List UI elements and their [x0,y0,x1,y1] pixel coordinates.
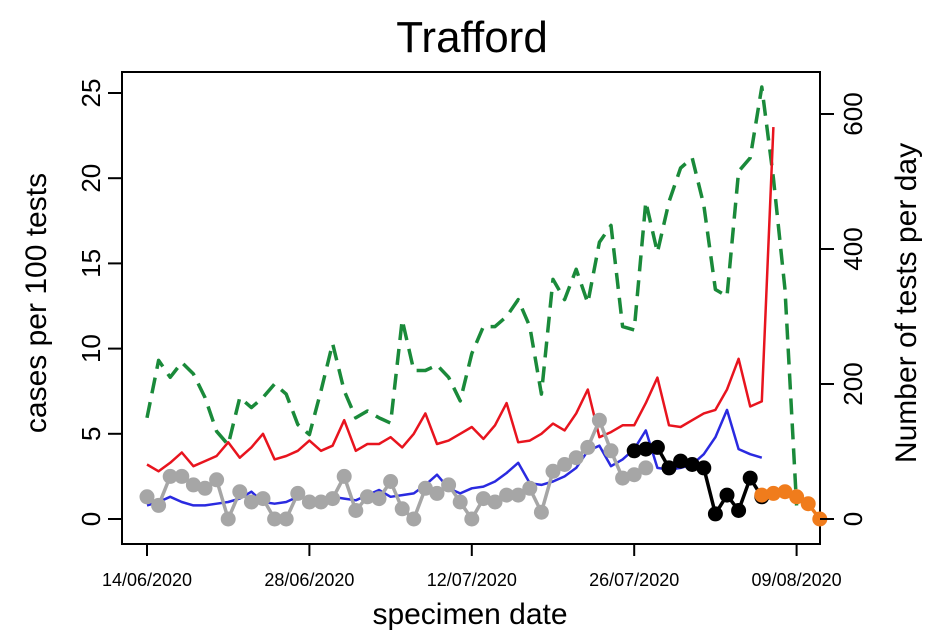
series-line-1 [146,127,775,473]
series-point-3 [336,468,352,484]
series-point-3 [580,439,596,455]
series-point-3 [406,511,422,527]
series-point-3 [475,491,491,507]
series-line-0 [145,85,799,506]
series-point-5 [777,484,793,500]
series-point-3 [464,511,480,527]
y2-tick-label: 200 [838,362,868,405]
series-point-3 [603,443,619,459]
y2-axis-label: Number of tests per day [890,143,923,463]
series-point-3 [232,484,248,500]
series-point-3 [220,511,236,527]
x-tick-label: 26/07/2020 [589,570,679,590]
series-point-4 [661,460,677,476]
series-point-3 [209,472,225,488]
series-point-3 [185,477,201,493]
x-tick-label: 14/06/2020 [102,570,192,590]
series-point-4 [731,503,747,518]
series-point-3 [278,511,294,527]
series-point-3 [499,487,515,503]
x-tick-label: 09/08/2020 [752,570,842,590]
series-point-3 [533,504,549,520]
series-point-3 [348,503,364,518]
y-tick-label: 0 [76,512,106,526]
x-tick-label: 28/06/2020 [264,570,354,590]
series-point-3 [429,485,445,501]
series-point-3 [638,460,654,476]
series-point-3 [325,491,341,507]
y-tick-label: 20 [76,164,106,193]
series-point-3 [487,494,503,510]
series-point-4 [719,487,735,503]
series-point-3 [313,494,329,510]
series-point-3 [557,457,573,472]
series-point-3 [417,480,433,496]
series-point-4 [673,453,689,469]
series-point-3 [197,480,213,496]
series-point-3 [371,491,387,507]
y2-tick-label: 400 [838,227,868,270]
series-point-3 [243,494,259,510]
series-point-4 [649,439,665,455]
series-layer [139,85,828,527]
series-point-3 [568,450,584,466]
series-point-3 [615,470,631,486]
series-point-3 [359,489,375,505]
series-point-3 [626,467,642,483]
series-point-3 [591,412,607,428]
series-point-3 [174,468,190,484]
series-point-5 [765,485,781,501]
series-point-3 [452,494,468,510]
series-point-3 [255,491,271,507]
series-point-3 [510,487,526,503]
y-tick-label: 10 [76,334,106,363]
plot-frame [121,71,821,545]
y-tick-label: 5 [76,427,106,441]
series-point-3 [290,485,306,501]
axis-layer: 0 5 10 15 20 25 0 200 400 600 14/06/2020 28/06/2020… [76,79,868,590]
y2-tick-label: 0 [838,512,868,526]
series-point-3 [394,501,410,517]
series-point-3 [267,511,283,527]
series-point-3 [151,497,167,513]
series-point-3 [383,474,399,489]
y2-tick-label: 600 [838,92,868,135]
series-point-3 [301,494,317,510]
series-point-5 [754,487,770,503]
series-point-4 [707,506,723,522]
series-point-5 [789,489,805,505]
y-axis-label: cases per 100 tests [20,173,53,433]
x-tick-label: 12/07/2020 [427,570,517,590]
series-point-5 [800,496,816,512]
series-point-4 [638,441,654,457]
series-point-3 [441,477,457,493]
series-point-3 [522,480,538,496]
series-point-3 [139,489,155,505]
series-point-3 [545,463,561,479]
series-point-4 [626,443,642,459]
y-tick-label: 25 [76,79,106,108]
chart-title: Trafford [396,13,548,62]
series-point-5 [812,511,828,527]
y-tick-label: 15 [76,249,106,278]
series-point-4 [696,460,712,476]
series-point-3 [162,468,178,484]
x-axis-label: specimen date [372,598,567,631]
series-point-4 [742,470,758,486]
series-point-4 [684,457,700,472]
